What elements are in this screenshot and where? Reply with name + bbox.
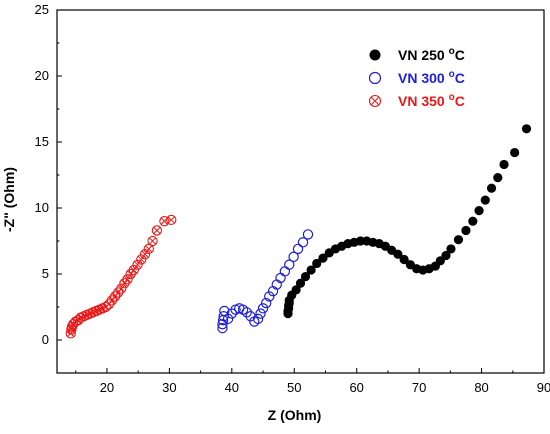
data-point	[116, 283, 127, 294]
data-point	[217, 318, 228, 330]
data-point	[252, 313, 264, 325]
data-point	[132, 259, 143, 270]
data-point	[474, 206, 484, 216]
x-tick-label: 50	[287, 380, 301, 395]
x-tick-label: 70	[412, 380, 426, 395]
plot-frame	[56, 9, 545, 374]
data-point	[446, 244, 456, 254]
data-point	[493, 173, 503, 183]
x-tick-label: 80	[474, 380, 488, 395]
y-axis-title: -Z" (Ohm)	[1, 167, 17, 232]
series-vn-250	[283, 124, 532, 319]
y-tick-label: 20	[35, 68, 49, 83]
y-tick-label: 5	[42, 266, 49, 281]
legend-item: VN 250 oC	[369, 46, 465, 63]
data-point	[245, 311, 256, 322]
data-point	[151, 225, 163, 236]
data-point	[255, 308, 266, 319]
y-tick-label: 25	[35, 2, 49, 17]
data-point	[128, 264, 139, 276]
x-axis: 20 30 40 50 60 70 80 90	[75, 368, 550, 395]
data-point	[297, 237, 309, 248]
data-point	[399, 254, 409, 265]
data-point	[284, 259, 295, 270]
x-tick-label: 20	[100, 380, 114, 395]
legend-label: VN 300 oC	[398, 69, 465, 86]
y-tick-label: 15	[35, 134, 49, 149]
series-vn-300	[217, 229, 314, 334]
data-point	[521, 124, 532, 134]
data-point	[510, 147, 520, 158]
series-vn-350	[65, 214, 177, 339]
x-tick-label: 30	[162, 380, 176, 395]
data-point	[217, 322, 228, 334]
data-point	[300, 272, 311, 282]
data-point	[441, 250, 451, 261]
data-point	[279, 266, 291, 277]
data-point	[147, 235, 158, 247]
data-point	[368, 94, 382, 108]
data-point	[486, 183, 497, 193]
x-tick-label: 90	[537, 380, 550, 395]
data-point	[264, 291, 275, 302]
y-tick-label: 10	[35, 200, 49, 215]
data-point	[292, 243, 304, 255]
data-point	[260, 297, 272, 309]
data-series-layer	[65, 124, 532, 339]
data-point	[368, 71, 382, 85]
data-point	[288, 251, 299, 263]
data-point	[222, 313, 234, 325]
x-tick-label: 40	[225, 380, 239, 395]
x-tick-label: 60	[349, 380, 363, 395]
y-axis: 0 5 10 15 20 25	[35, 2, 62, 374]
data-point	[461, 225, 471, 236]
data-point	[480, 195, 490, 205]
y-tick-label: 0	[42, 332, 49, 347]
data-point	[369, 49, 381, 61]
data-point	[139, 249, 151, 260]
x-axis-title: Z (Ohm)	[268, 407, 322, 423]
legend: VN 250 oC VN 300 oC VN 350 oC	[368, 46, 465, 109]
data-point	[393, 249, 403, 259]
data-point	[499, 159, 509, 170]
data-point	[295, 278, 306, 288]
data-point	[291, 285, 301, 295]
data-point	[453, 235, 464, 245]
legend-item: VN 350 oC	[368, 92, 465, 109]
data-point	[136, 254, 147, 265]
data-point	[302, 229, 314, 240]
legend-label: VN 350 oC	[398, 92, 465, 109]
data-point	[468, 216, 478, 226]
data-point	[166, 214, 177, 226]
data-point	[257, 303, 269, 314]
data-point	[318, 253, 328, 263]
data-point	[306, 265, 316, 275]
data-point	[312, 258, 322, 269]
legend-label: VN 250 oC	[398, 46, 465, 63]
data-point	[122, 274, 133, 285]
legend-item: VN 300 oC	[368, 69, 465, 86]
